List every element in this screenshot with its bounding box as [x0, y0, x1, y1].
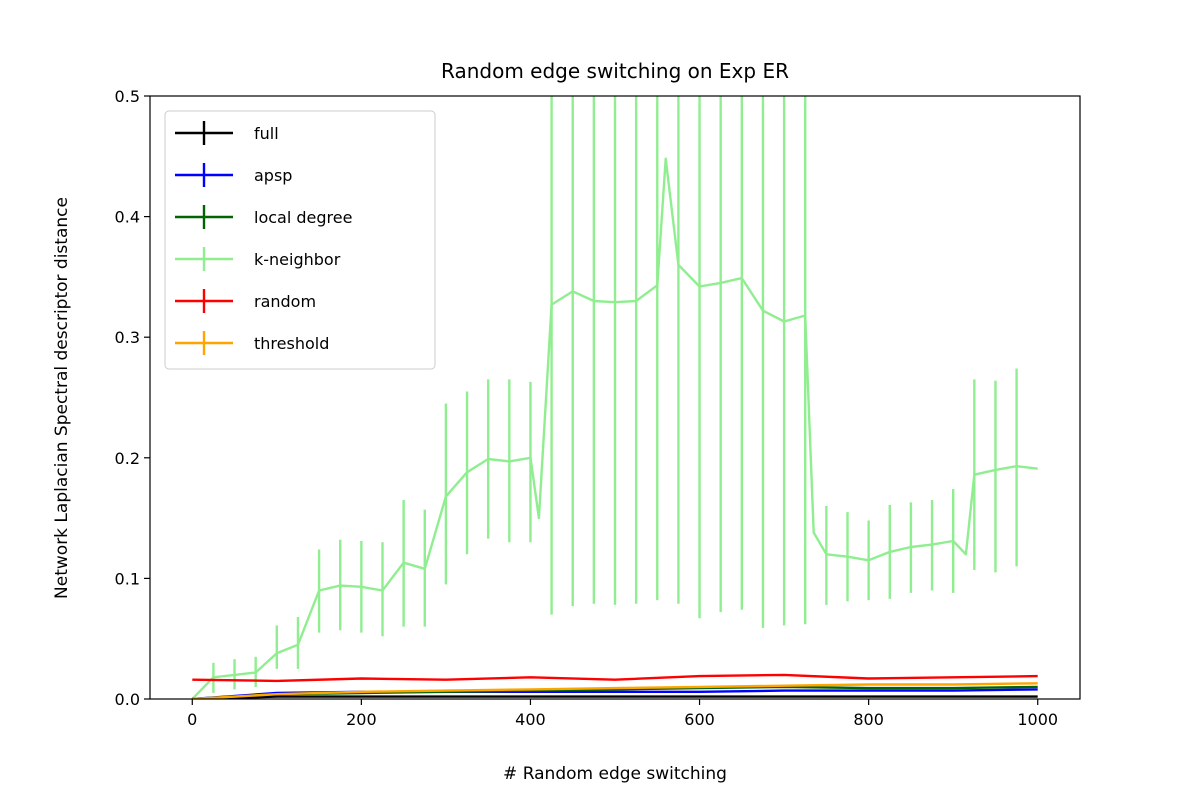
legend-label-k-neighbor: k-neighbor [254, 250, 341, 269]
x-tick-label: 800 [853, 710, 884, 729]
y-tick-label: 0.5 [115, 87, 140, 106]
axes-frame [149, 95, 1081, 700]
y-tick-label: 0.4 [115, 208, 140, 227]
y-tick-label: 0.2 [115, 449, 140, 468]
series-line-random [192, 673, 1038, 683]
legend-label-local-degree: local degree [254, 208, 352, 227]
chart-title: Random edge switching on Exp ER [441, 59, 789, 83]
legend-label-apsp: apsp [254, 166, 292, 185]
data-layer [191, 96, 1038, 699]
y-tick-label: 0.3 [115, 328, 140, 347]
ticks-layer: 0 200 400 600 800 1000 0.0 0.1 0.2 0.3 0.4 0.5 [115, 87, 1059, 729]
y-axis-label: Network Laplacian Spectral descriptor di… [52, 197, 72, 599]
series-line-threshold [192, 682, 1038, 699]
series-line-full [192, 695, 1038, 699]
legend-label-random: random [254, 292, 316, 311]
x-axis-label: # Random edge switching [503, 764, 727, 784]
series-line-k-neighbor [191, 157, 1038, 699]
legend-label-full: full [254, 124, 279, 143]
legend-label-threshold: threshold [254, 334, 329, 353]
legend: full apsp local degree k-neighbor random thre… [164, 110, 436, 370]
x-tick-label: 0 [187, 710, 197, 729]
x-tick-label: 200 [346, 710, 377, 729]
legend-box [164, 110, 436, 370]
y-tick-label: 0.0 [115, 690, 140, 709]
x-tick-label: 400 [515, 710, 546, 729]
y-tick-label: 0.1 [115, 569, 140, 588]
x-tick-label: 600 [684, 710, 715, 729]
x-tick-label: 1000 [1017, 710, 1058, 729]
